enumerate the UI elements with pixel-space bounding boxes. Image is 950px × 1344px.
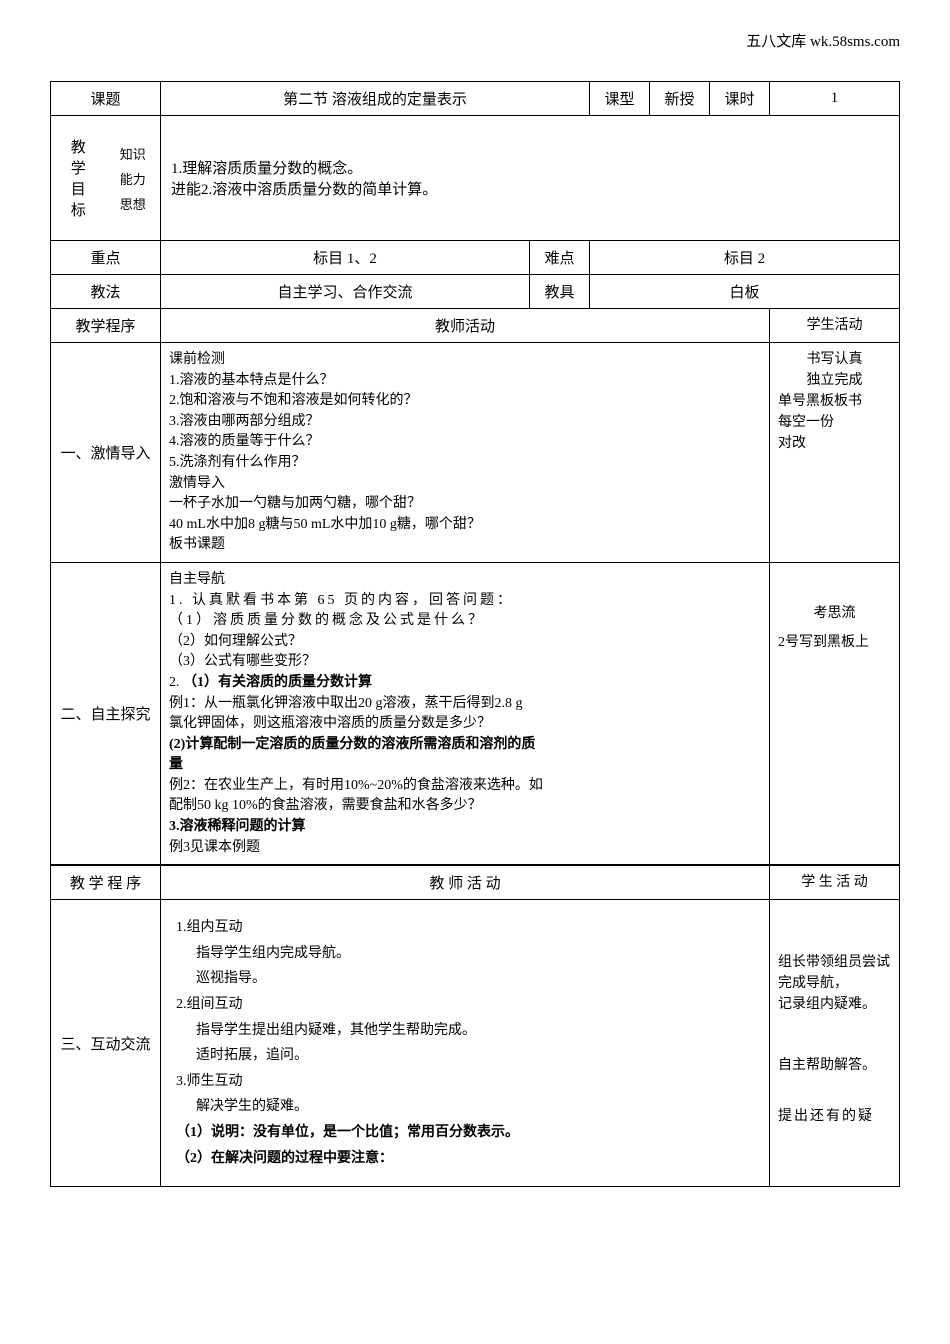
obj-c1-l1: 教	[53, 136, 104, 157]
tool-value: 白板	[590, 275, 900, 309]
label-type: 课型	[590, 82, 650, 116]
label-program: 教学程序	[51, 309, 161, 343]
s2-l5a: 2.	[169, 675, 183, 690]
s1-l3: 3.溶液由哪两部分组成？	[169, 412, 761, 432]
s3-l2: 巡视指导。	[176, 969, 754, 989]
s2-l7: 氯化钾固体，则这瓶溶液中溶质的质量分数是多少？	[169, 714, 761, 734]
section1-right: 书写认真 独立完成 单号黑板板书 每空一份 对改	[770, 343, 900, 563]
s1r-3: 每空一份	[778, 412, 891, 433]
label-topic: 课题	[51, 82, 161, 116]
label-focus: 重点	[51, 241, 161, 275]
s3-l5: 适时拓展，追问。	[176, 1046, 754, 1066]
row-program-header: 教学程序 教师活动 学生活动	[51, 309, 900, 343]
s2-l9: 量	[169, 755, 761, 775]
method-value: 自主学习、合作交流	[161, 275, 530, 309]
row-section2: 二、自主探究 自主导航 1. 认真默看书本第 65 页的内容，回答问题： （1）…	[51, 562, 900, 864]
objectives-content: 1.理解溶质质量分数的概念。 进能2.溶液中溶质质量分数的简单计算。	[161, 116, 900, 241]
obj-c2-l3: 思想	[108, 194, 159, 213]
obj-c1-l4: 标	[53, 199, 104, 220]
s3-l6: 3.师生互动	[176, 1072, 754, 1092]
s3-l7: 解决学生的疑难。	[176, 1097, 754, 1117]
section2-label: 二、自主探究	[51, 562, 161, 864]
label-diff: 难点	[530, 241, 590, 275]
section3-right: 组长带领组员尝试完成导航， 记录组内疑难。 自主帮助解答。 提出还有的疑	[770, 900, 900, 1187]
s2-l13: 例3见课本例题	[169, 838, 761, 858]
s1-l5: 5.洗涤剂有什么作用？	[169, 453, 761, 473]
s1-l0: 课前检测	[169, 350, 761, 370]
s1-l8: 40 mL水中加8 g糖与50 mL水中加10 g糖，哪个甜？	[169, 515, 761, 535]
label-period: 课时	[710, 82, 770, 116]
s1-l2: 2.饱和溶液与不饱和溶液是如何转化的？	[169, 391, 761, 411]
label-tool: 教具	[530, 275, 590, 309]
objectives-col1: 教 学 目 标	[51, 116, 106, 241]
section3-label: 三、互动交流	[51, 900, 161, 1187]
s3r-1: 记录组内疑难。	[778, 994, 891, 1015]
row-section3: 三、互动交流 1.组内互动 指导学生组内完成导航。 巡视指导。 2.组间互动 指…	[51, 900, 900, 1187]
label-student-activity: 学生活动	[770, 309, 900, 343]
obj-line2: 进能2.溶液中溶质质量分数的简单计算。	[171, 178, 889, 199]
s3r-3: 自主帮助解答。	[778, 1055, 891, 1076]
obj-c2-l1: 知识	[108, 144, 159, 163]
s1-l4: 4.溶液的质量等于什么？	[169, 432, 761, 452]
obj-c1-l2: 学	[53, 157, 104, 178]
s1r-2: 单号黑板板书	[778, 391, 891, 412]
topic-value: 第二节 溶液组成的定量表示	[161, 82, 590, 116]
s3-l1: 指导学生组内完成导航。	[176, 944, 754, 964]
obj-line1: 1.理解溶质质量分数的概念。	[171, 157, 889, 178]
s2r-0: 考思流	[778, 603, 891, 624]
s1-l7: 一杯子水加一勺糖与加两勺糖，哪个甜？	[169, 494, 761, 514]
s1-l1: 1.溶液的基本特点是什么？	[169, 371, 761, 391]
type-value: 新授	[650, 82, 710, 116]
row-method: 教法 自主学习、合作交流 教具 白板	[51, 275, 900, 309]
row-objectives: 教 学 目 标 知识 能力 思想 1.理解溶质质量分数的概念。 进能2.溶液中溶…	[51, 116, 900, 241]
s2-l1: 1. 认真默看书本第 65 页的内容，回答问题：	[169, 591, 761, 611]
s3-l9: （2）在解决问题的过程中要注意：	[176, 1149, 754, 1169]
row-program-header-2: 教 学 程 序 教 师 活 动 学 生 活 动	[51, 866, 900, 900]
label-program-2: 教 学 程 序	[51, 866, 161, 900]
section3-content: 1.组内互动 指导学生组内完成导航。 巡视指导。 2.组间互动 指导学生提出组内…	[161, 900, 770, 1187]
s1-l9: 板书课题	[169, 535, 761, 555]
focus-value: 标目 1、2	[161, 241, 530, 275]
s1r-1: 独立完成	[778, 370, 891, 391]
row-topic: 课题 第二节 溶液组成的定量表示 课型 新授 课时 1	[51, 82, 900, 116]
lesson-plan-table: 课题 第二节 溶液组成的定量表示 课型 新授 课时 1 教 学 目 标 知识 能…	[50, 81, 900, 865]
obj-c2-l2: 能力	[108, 169, 159, 188]
s3-l8: （1）说明：没有单位，是一个比值；常用百分数表示。	[176, 1123, 754, 1143]
obj-c1-l3: 目	[53, 178, 104, 199]
row-focus: 重点 标目 1、2 难点 标目 2	[51, 241, 900, 275]
s2-l11: 配制50 kg 10%的食盐溶液，需要食盐和水各多少？	[169, 796, 761, 816]
section1-content: 课前检测 1.溶液的基本特点是什么？ 2.饱和溶液与不饱和溶液是如何转化的？ 3…	[161, 343, 770, 563]
s2-l6: 例1：从一瓶氯化钾溶液中取出20 g溶液，蒸干后得到2.8 g	[169, 694, 761, 714]
label-teacher-activity-2: 教 师 活 动	[161, 866, 770, 900]
label-teacher-activity: 教师活动	[161, 309, 770, 343]
s2-l5: （1）有关溶质的质量分数计算	[183, 675, 372, 690]
label-method: 教法	[51, 275, 161, 309]
period-value: 1	[770, 82, 900, 116]
s3r-0: 组长带领组员尝试完成导航，	[778, 952, 891, 994]
s2-l8: (2)计算配制一定溶质的质量分数的溶液所需溶质和溶剂的质	[169, 735, 761, 755]
s3-l4: 指导学生提出组内疑难，其他学生帮助完成。	[176, 1021, 754, 1041]
label-student-activity-2: 学 生 活 动	[770, 866, 900, 900]
s2-l12: 3.溶液稀释问题的计算	[169, 817, 761, 837]
s2-l2: （1）溶质质量分数的概念及公式是什么？	[169, 611, 761, 631]
section1-label: 一、激情导入	[51, 343, 161, 563]
s2-l4: （3）公式有哪些变形？	[169, 652, 761, 672]
site-header: 五八文库 wk.58sms.com	[50, 30, 900, 51]
section2-right: 考思流 2号写到黑板上	[770, 562, 900, 864]
objectives-col2: 知识 能力 思想	[106, 116, 161, 241]
s3-l3: 2.组间互动	[176, 995, 754, 1015]
s3r-5: 提出还有的疑	[778, 1106, 891, 1127]
s2-l10: 例2：在农业生产上，有时用10%~20%的食盐溶液来选种。如	[169, 776, 761, 796]
s2-l3: （2）如何理解公式？	[169, 632, 761, 652]
s1r-0: 书写认真	[778, 349, 891, 370]
s3-l0: 1.组内互动	[176, 918, 754, 938]
s2-l0: 自主导航	[169, 570, 761, 590]
section2-content: 自主导航 1. 认真默看书本第 65 页的内容，回答问题： （1）溶质质量分数的…	[161, 562, 770, 864]
row-section1: 一、激情导入 课前检测 1.溶液的基本特点是什么？ 2.饱和溶液与不饱和溶液是如…	[51, 343, 900, 563]
diff-value: 标目 2	[590, 241, 900, 275]
s1-l6: 激情导入	[169, 474, 761, 494]
lesson-plan-table-2: 教 学 程 序 教 师 活 动 学 生 活 动 三、互动交流 1.组内互动 指导…	[50, 865, 900, 1187]
s2r-1: 2号写到黑板上	[778, 632, 891, 653]
s1r-4: 对改	[778, 433, 891, 454]
